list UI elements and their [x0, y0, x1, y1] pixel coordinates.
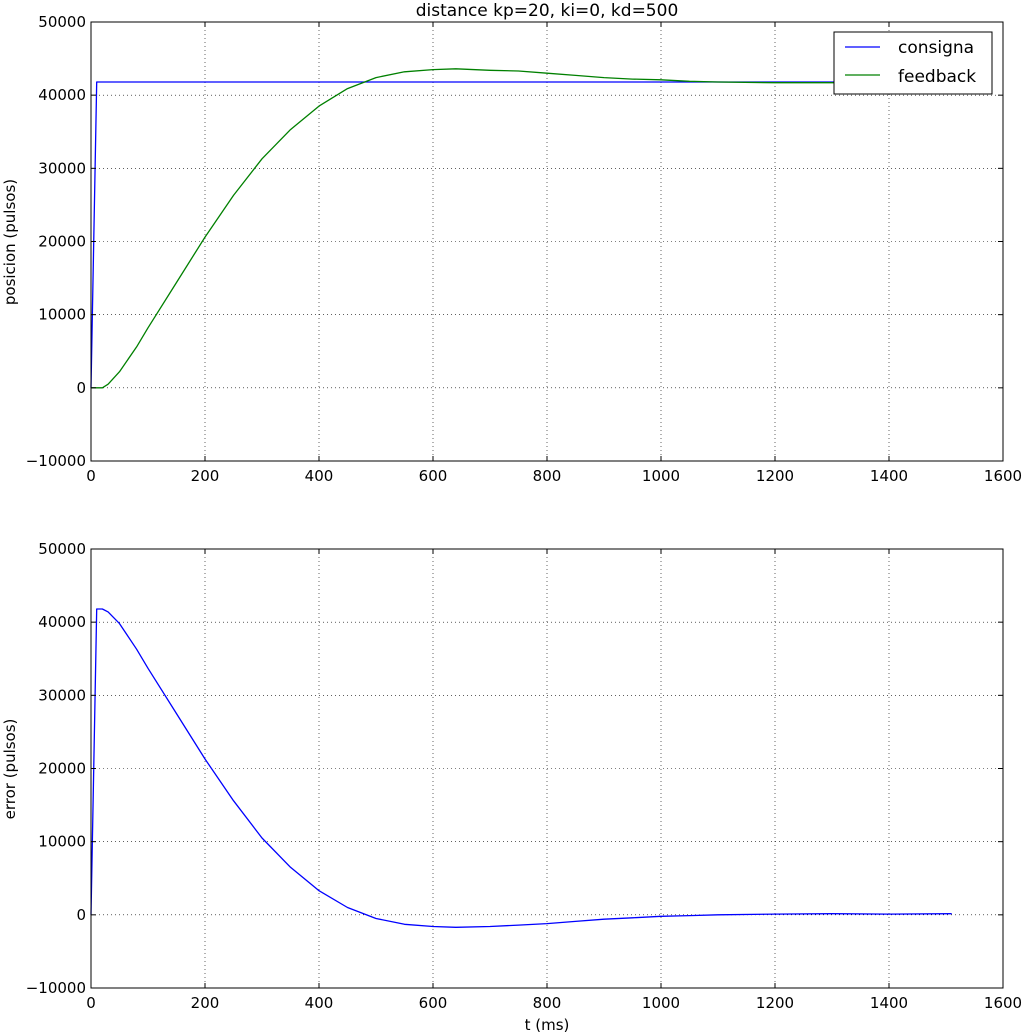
y-axis-label: posicion (pulsos) [1, 179, 19, 305]
y-tick-label: 20000 [38, 760, 86, 778]
ticks: 0 200 400 600 800 1000 1200 1400 1600−1000001000… [26, 540, 1022, 1012]
legend: consigna feedback [833, 31, 993, 95]
series-layer [90, 68, 952, 389]
x-tick-label: 800 [533, 467, 562, 485]
y-tick-label: −10000 [26, 979, 86, 997]
x-tick-label: 1200 [756, 994, 794, 1012]
y-axis-label: error (pulsos) [1, 719, 19, 820]
x-tick-label: 800 [533, 994, 562, 1012]
x-tick-label: 1000 [642, 467, 680, 485]
x-tick-label: 1000 [642, 994, 680, 1012]
x-tick-label: 200 [191, 467, 220, 485]
x-axis-label: t (ms) [525, 1016, 570, 1033]
y-tick-label: 10000 [38, 833, 86, 851]
x-tick-label: 400 [305, 467, 334, 485]
grid [91, 22, 1003, 461]
x-tick-label: 1200 [756, 467, 794, 485]
y-tick-label: 50000 [38, 540, 86, 558]
y-tick-label: 10000 [38, 306, 86, 324]
x-tick-label: 600 [419, 467, 448, 485]
y-tick-label: −10000 [26, 452, 86, 470]
y-tick-label: 50000 [38, 13, 86, 31]
series-line-feedback [91, 68, 952, 389]
x-tick-label: 200 [191, 994, 220, 1012]
position-chart: distance kp=20, ki=0, kd=500 posicion (p… [1, 1, 1022, 485]
y-tick-label: 0 [76, 906, 86, 924]
legend-box [833, 31, 993, 95]
x-tick-label: 1600 [984, 467, 1022, 485]
y-tick-label: 40000 [38, 86, 86, 104]
x-tick-label: 1600 [984, 994, 1022, 1012]
chart-title: distance kp=20, ki=0, kd=500 [416, 1, 679, 21]
x-tick-label: 1400 [870, 467, 908, 485]
series-line-series-0 [90, 608, 952, 928]
y-tick-label: 20000 [38, 233, 86, 251]
y-tick-label: 30000 [38, 159, 86, 177]
y-tick-label: 30000 [38, 686, 86, 704]
series-layer [90, 608, 952, 928]
x-tick-label: 0 [86, 994, 96, 1012]
x-tick-label: 600 [419, 994, 448, 1012]
series-line-consigna [90, 81, 952, 388]
ticks: 0 200 400 600 800 1000 1200 1400 1600−1000001000… [26, 13, 1022, 485]
x-tick-label: 1400 [870, 994, 908, 1012]
grid [91, 549, 1003, 988]
legend-label-feedback: feedback [898, 67, 976, 87]
y-tick-label: 40000 [38, 613, 86, 631]
x-tick-label: 400 [305, 994, 334, 1012]
y-tick-label: 0 [76, 379, 86, 397]
legend-label-consigna: consigna [898, 38, 974, 58]
x-tick-label: 0 [86, 467, 96, 485]
error-chart: error (pulsos) t (ms) 0 200 400 600 800 1000 1… [1, 540, 1022, 1033]
